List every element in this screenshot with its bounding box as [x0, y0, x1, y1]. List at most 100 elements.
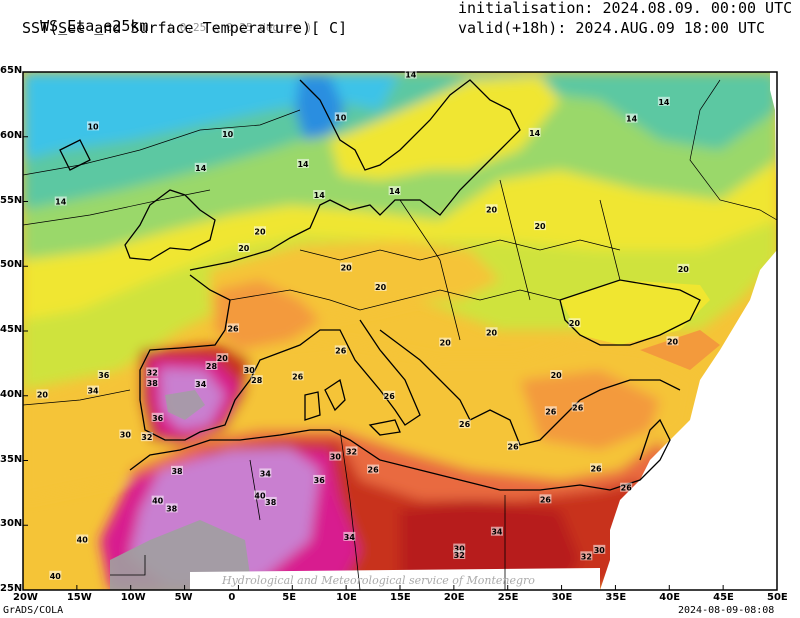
contour-label-bg: [205, 360, 218, 370]
contour-label: 36: [314, 476, 326, 485]
contour-label: 26: [540, 495, 552, 504]
contour-label-bg: [221, 129, 234, 139]
contour-label-bg: [216, 353, 229, 363]
contour-label: 20: [440, 339, 452, 348]
contour-label: 28: [206, 362, 218, 371]
contour-label-bg: [76, 534, 89, 544]
valid-time: valid(+18h): 2024.AUG.09 18:00 UTC: [458, 19, 766, 37]
contour-label-bg: [590, 463, 603, 473]
contour-label-bg: [264, 496, 277, 506]
contour-label-bg: [49, 570, 62, 580]
contour-label: 34: [195, 380, 207, 389]
contour-label: 20: [375, 283, 387, 292]
contour-label-bg: [313, 190, 326, 200]
contour-label-bg: [253, 226, 266, 236]
lon-tick-label: 10W: [120, 592, 146, 603]
contour-label-bg: [119, 429, 132, 439]
lon-tick-label: 45E: [713, 592, 734, 603]
contour-label: 38: [147, 379, 159, 388]
contour-label-bg: [534, 221, 547, 231]
contour-label-bg: [620, 482, 633, 492]
contour-label-bg: [253, 490, 266, 500]
contour-label: 32: [147, 368, 158, 377]
contour-label: 14: [55, 198, 67, 207]
contour-label: 26: [335, 346, 347, 355]
contour-label: 20: [486, 328, 498, 337]
contour-label-bg: [54, 196, 67, 206]
contour-label: 20: [37, 390, 49, 399]
contour-label: 20: [341, 264, 353, 273]
contour-label: 20: [254, 227, 266, 236]
lon-tick-label: 20E: [443, 592, 465, 603]
contour-label: 34: [260, 469, 272, 478]
contour-label-bg: [243, 364, 256, 374]
contour-label: 14: [314, 191, 326, 200]
lon-tick-label: 40E: [659, 592, 681, 603]
lon-tick-label: 15W: [66, 592, 92, 603]
contour-label-bg: [259, 468, 272, 478]
contour-label: 14: [405, 71, 417, 80]
contour-label: 26: [545, 407, 557, 416]
contour-label: 10: [335, 113, 347, 122]
contour-label: 14: [389, 187, 401, 196]
contour-label-bg: [453, 543, 466, 553]
lon-tick-label: 5E: [282, 592, 297, 603]
contour-label-bg: [227, 323, 240, 333]
contour-label: 10: [222, 130, 234, 139]
contour-label: 26: [459, 420, 471, 429]
footer-left: GrADS/COLA: [3, 605, 64, 616]
lon-tick-label: 30E: [551, 592, 573, 603]
lon-tick-label: 5W: [174, 592, 193, 603]
contour-label: 30: [120, 431, 132, 440]
contour-label: 20: [486, 205, 498, 214]
grid-resolution: ( 0.25 x 0.25 degree ): [166, 21, 313, 34]
contour-label: 26: [292, 372, 304, 381]
contour-label-bg: [367, 464, 380, 474]
contour-label-bg: [313, 474, 326, 484]
lon-tick-label: 15E: [390, 592, 411, 603]
contour-label-bg: [593, 544, 606, 554]
contour-label: 26: [572, 403, 584, 412]
lon-tick-label: 35E: [605, 592, 627, 603]
contour-label: 26: [590, 464, 602, 473]
contour-label: 20: [534, 222, 546, 231]
contour-label: 28: [251, 376, 263, 385]
contour-label-bg: [580, 551, 593, 561]
contour-label-bg: [250, 375, 263, 385]
contour-label-bg: [374, 281, 387, 291]
contour-label-bg: [297, 158, 310, 168]
contour-label: 40: [50, 572, 62, 581]
contour-label-bg: [625, 113, 638, 123]
contour-label: 10: [87, 122, 99, 131]
contour-label: 30: [594, 546, 606, 555]
contour-label-bg: [539, 494, 552, 504]
contour-label: 14: [658, 98, 670, 107]
lat-tick-label: 40N: [0, 388, 23, 400]
contour-label: 26: [227, 324, 239, 333]
footer-right: 2024-08-09-08:08: [678, 605, 775, 616]
contour-label-bg: [140, 432, 153, 442]
contour-label: 20: [667, 337, 679, 346]
contour-label: 38: [171, 467, 183, 476]
lat-tick-label: 25N: [0, 583, 23, 594]
contour-label: 26: [508, 442, 520, 451]
contour-label-bg: [485, 204, 498, 214]
contour-label-bg: [329, 451, 342, 461]
contour-label: 14: [529, 129, 541, 138]
watermark: Hydrological and Meteorological service …: [222, 574, 535, 587]
contour-label: 26: [368, 466, 380, 475]
contour-label-bg: [194, 162, 207, 172]
contour-label-bg: [657, 96, 670, 106]
contour-label-bg: [151, 495, 164, 505]
contour-label: 38: [265, 498, 277, 507]
contour-label-bg: [528, 127, 541, 137]
contour-label: 14: [626, 115, 638, 124]
lat-tick-label: 55N: [0, 194, 23, 206]
contour-label: 14: [195, 164, 207, 173]
contour-label-bg: [383, 390, 396, 400]
contour-label-bg: [237, 243, 250, 253]
contour-label-bg: [439, 337, 452, 347]
contour-label-bg: [568, 318, 581, 328]
lon-tick-label: 20W: [13, 592, 38, 603]
